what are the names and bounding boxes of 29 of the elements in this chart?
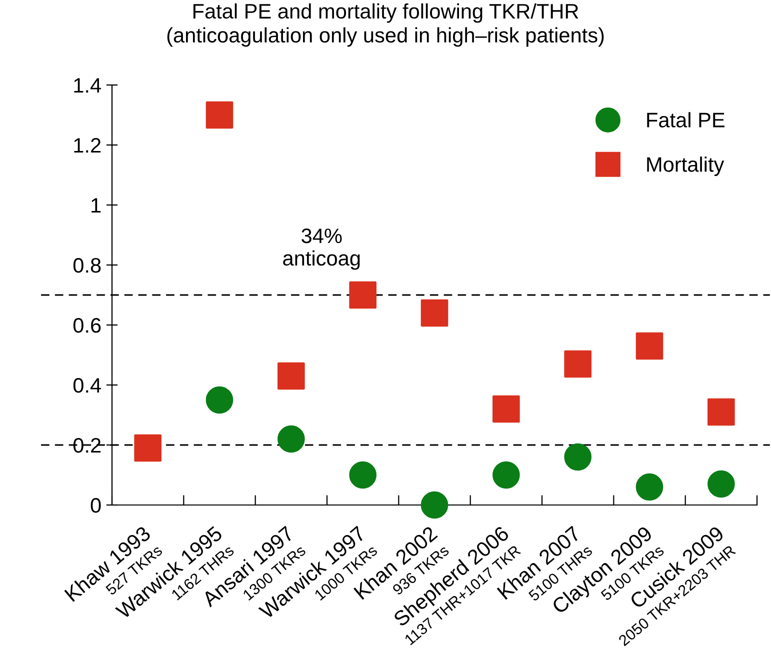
point [206, 101, 234, 129]
point [564, 350, 592, 378]
annotation: 34% anticoag [283, 228, 360, 270]
point [708, 470, 735, 498]
point [492, 395, 520, 423]
point [278, 425, 305, 453]
legend-label: Mortality [647, 156, 724, 176]
y-tick-label: 1.2 [74, 138, 101, 153]
point [206, 386, 234, 414]
chart-title: Fatal PE and mortality following TKR/THR (anticoagulation only used in high–risk patients) [167, 3, 604, 47]
y-tick-label: 1 [92, 198, 101, 213]
y-tick-label: 0.4 [73, 378, 101, 393]
point [349, 461, 376, 489]
point [349, 281, 376, 309]
y-tick-label: 0.6 [73, 318, 101, 333]
y-tick-label: 1.4 [74, 78, 101, 93]
point [636, 473, 664, 501]
point [564, 443, 592, 471]
point [420, 299, 448, 327]
point [636, 332, 664, 360]
point [134, 434, 162, 462]
point [708, 398, 735, 426]
y-tick-label: 0.2 [73, 438, 101, 453]
y-tick-label: 0.8 [73, 258, 101, 273]
y-tick-label: 0 [90, 498, 101, 513]
point [278, 362, 305, 390]
legend-label: Fatal PE [647, 112, 724, 128]
point [420, 491, 448, 519]
point [492, 461, 520, 489]
